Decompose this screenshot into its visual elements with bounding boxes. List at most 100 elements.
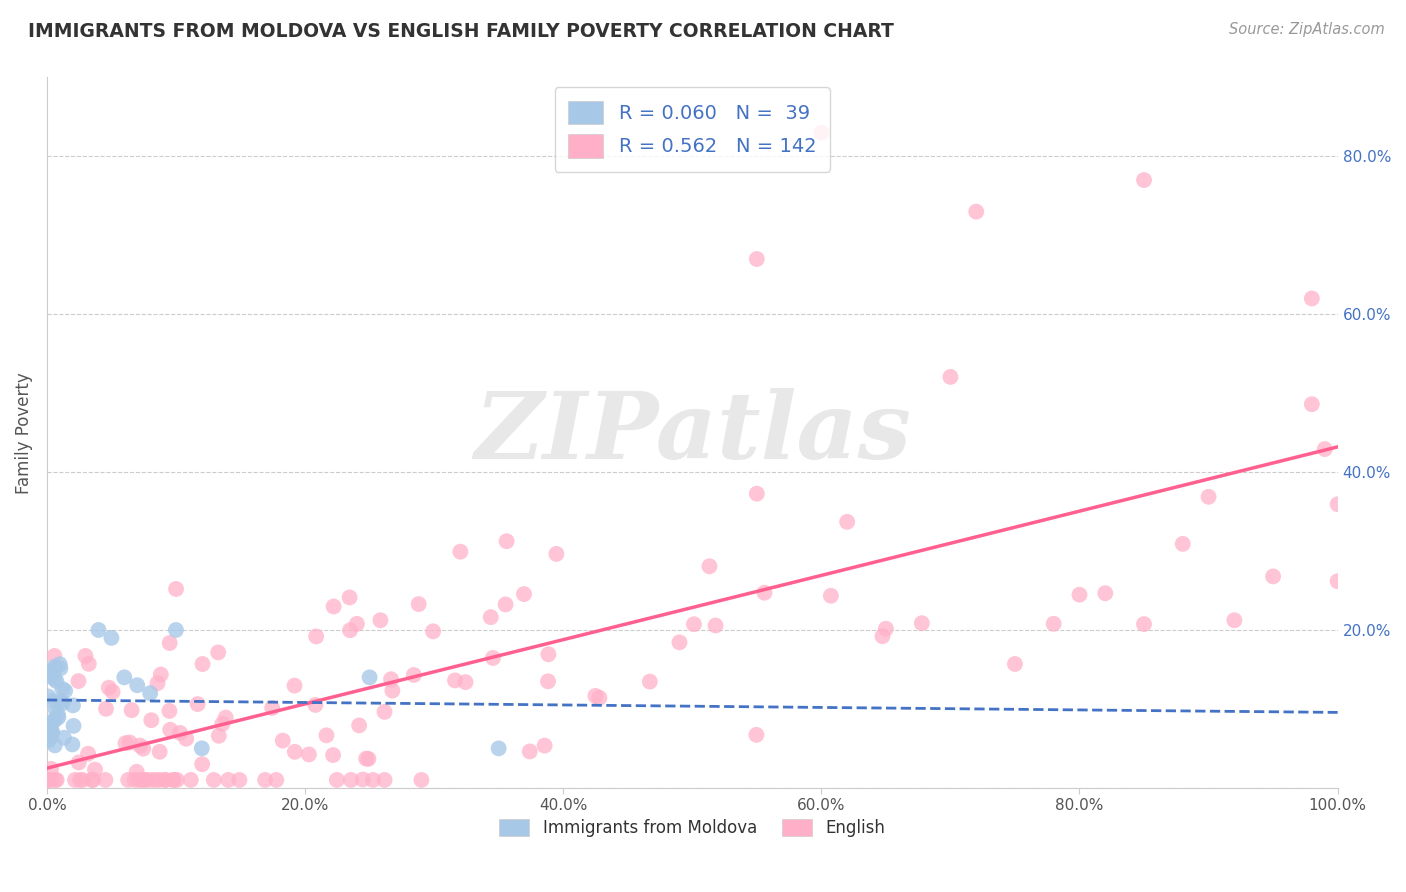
Point: [1094, 586, 1116, 600]
Point: [322, 747, 344, 762]
Point: [588, 690, 610, 705]
Point: [155, 772, 177, 787]
Point: [228, 772, 250, 787]
Point: [495, 598, 517, 612]
Point: [875, 622, 897, 636]
Point: [44, 739, 66, 753]
Point: [187, 697, 209, 711]
Point: [1301, 397, 1323, 411]
Point: [479, 610, 502, 624]
Point: [583, 689, 606, 703]
Point: [339, 591, 361, 605]
Point: [174, 731, 197, 746]
Point: [191, 741, 214, 756]
Point: [315, 728, 337, 742]
Point: [1223, 613, 1246, 627]
Point: [44, 713, 66, 727]
Point: [191, 657, 214, 671]
Point: [41, 714, 63, 729]
Point: [381, 683, 404, 698]
Point: [163, 772, 186, 787]
Point: [52, 731, 75, 745]
Point: [1042, 616, 1064, 631]
Point: [117, 772, 139, 787]
Point: [449, 544, 471, 558]
Point: [44, 662, 66, 676]
Point: [149, 745, 172, 759]
Point: [69, 772, 91, 787]
Text: Source: ZipAtlas.com: Source: ZipAtlas.com: [1229, 22, 1385, 37]
Point: [37, 717, 59, 731]
Point: [745, 486, 768, 500]
Point: [704, 618, 727, 632]
Point: [352, 772, 374, 787]
Point: [1133, 617, 1156, 632]
Point: [84, 763, 107, 777]
Point: [1261, 569, 1284, 583]
Point: [112, 670, 135, 684]
Point: [271, 733, 294, 747]
Point: [537, 648, 560, 662]
Point: [305, 629, 328, 643]
Point: [208, 729, 231, 743]
Point: [211, 716, 233, 731]
Point: [124, 772, 146, 787]
Point: [44, 648, 66, 663]
Point: [638, 674, 661, 689]
Point: [45, 703, 67, 717]
Text: ZIPatlas: ZIPatlas: [474, 388, 911, 477]
Point: [132, 741, 155, 756]
Point: [67, 674, 90, 689]
Point: [82, 772, 104, 787]
Point: [67, 756, 90, 770]
Point: [207, 645, 229, 659]
Point: [162, 772, 184, 787]
Point: [41, 669, 63, 683]
Point: [100, 631, 122, 645]
Point: [94, 702, 117, 716]
Point: [53, 683, 76, 698]
Point: [444, 673, 467, 688]
Point: [1133, 173, 1156, 187]
Point: [101, 685, 124, 699]
Point: [283, 679, 305, 693]
Point: [60, 738, 83, 752]
Point: [49, 661, 72, 675]
Point: [837, 515, 859, 529]
Point: [322, 599, 344, 614]
Point: [810, 126, 832, 140]
Point: [136, 772, 159, 787]
Point: [1301, 292, 1323, 306]
Point: [537, 674, 560, 689]
Point: [217, 772, 239, 787]
Point: [422, 624, 444, 639]
Point: [745, 728, 768, 742]
Point: [180, 772, 202, 787]
Point: [131, 772, 153, 787]
Point: [359, 670, 381, 684]
Point: [51, 681, 73, 696]
Point: [488, 741, 510, 756]
Point: [254, 772, 277, 787]
Point: [1004, 657, 1026, 671]
Point: [77, 747, 100, 761]
Point: [41, 772, 63, 787]
Point: [165, 582, 187, 596]
Point: [373, 705, 395, 719]
Point: [519, 744, 541, 758]
Point: [215, 710, 238, 724]
Point: [408, 597, 430, 611]
Point: [304, 698, 326, 712]
Point: [546, 547, 568, 561]
Point: [159, 636, 181, 650]
Point: [44, 660, 66, 674]
Point: [155, 772, 177, 787]
Point: [39, 724, 62, 739]
Point: [284, 745, 307, 759]
Y-axis label: Family Poverty: Family Poverty: [15, 372, 32, 493]
Point: [339, 624, 361, 638]
Point: [411, 772, 433, 787]
Point: [513, 587, 536, 601]
Point: [1326, 574, 1348, 589]
Point: [97, 681, 120, 695]
